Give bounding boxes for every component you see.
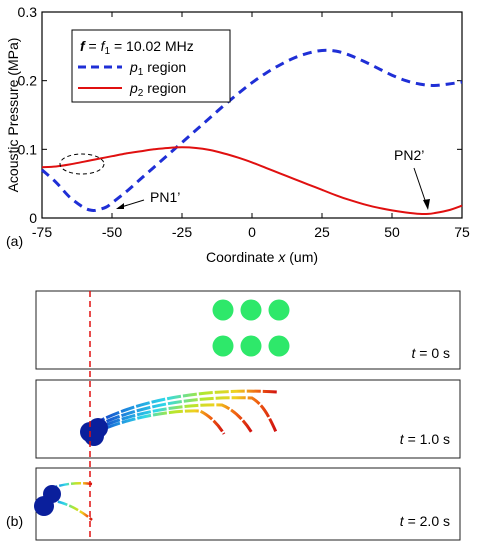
time-label-t1: t = 1.0 s: [400, 431, 450, 447]
tick-marks: [41, 11, 463, 219]
series-layer: [40, 48, 463, 216]
panel-b: (b) t = 0 s t = 1.0 s: [6, 290, 461, 541]
y-tick-label: 0.3: [18, 4, 38, 20]
panel-b-label: (b): [6, 513, 23, 529]
snapshot-t0: t = 0 s: [35, 290, 461, 370]
pn1-annotation: PN1’: [116, 189, 180, 209]
snapshot-t2-frame: [35, 467, 461, 541]
x-tick-label: -75: [32, 224, 52, 240]
legend-title-f: f: [80, 38, 86, 54]
pn2-label: PN2’: [394, 147, 424, 163]
trapped-particle: [34, 496, 54, 516]
pn2-annotation: PN2’: [394, 147, 430, 210]
trajectory: [91, 409, 226, 436]
particle: [268, 335, 290, 357]
x-tick-label: -50: [102, 224, 122, 240]
legend-title: f = f1 = 10.02 MHz: [80, 38, 194, 57]
time-value: = 0 s: [415, 345, 450, 361]
highlight-ellipse: [59, 153, 105, 175]
legend: f = f1 = 10.02 MHz p1 region p2 region: [71, 29, 231, 103]
panel-a-label: (a): [6, 233, 23, 249]
y-axis-label: Acoustic Pressure (MPa): [5, 38, 21, 193]
y-tick-label: 0.1: [18, 141, 38, 157]
particle: [240, 335, 262, 357]
legend-p2-text: region: [143, 80, 186, 96]
pn1-arrowhead: [116, 203, 124, 209]
snapshot-t1: t = 1.0 s: [35, 379, 461, 459]
time-label-t2: t = 2.0 s: [400, 513, 450, 529]
time-value: = 1.0 s: [404, 431, 450, 447]
x-axis-label: Coordinate x (um): [206, 249, 318, 265]
particle: [240, 299, 262, 321]
panel-a: 0 0.1 0.2 0.3 -75 -50 -25 0 25 50 75 Acoustic Pre…: [5, 4, 470, 265]
trajectory: [91, 403, 254, 434]
y-tick-label: 0.2: [18, 73, 38, 89]
x-tick-label: 25: [314, 224, 330, 240]
series-line-2: [41, 146, 463, 216]
legend-p2-var: p: [129, 80, 138, 96]
snapshot-t2: t = 2.0 s: [34, 467, 461, 541]
x-tick-label: 50: [384, 224, 400, 240]
time-var: t: [400, 431, 405, 447]
legend-entry-p2: p2 region: [129, 80, 186, 99]
legend-p1-var: p: [129, 59, 138, 75]
time-value: = 2.0 s: [404, 513, 450, 529]
legend-p2-sub: 2: [138, 88, 144, 99]
time-var: t: [400, 513, 405, 529]
legend-entry-p1: p1 region: [129, 59, 186, 78]
x-axis-label-pre: Coordinate: [206, 249, 278, 265]
legend-p1-text: region: [143, 59, 186, 75]
legend-p1-sub: 1: [138, 67, 144, 78]
legend-title-eq: =: [85, 38, 101, 54]
x-tick-label: -25: [172, 224, 192, 240]
trajectory: [91, 389, 278, 427]
particle: [212, 335, 234, 357]
particle: [268, 299, 290, 321]
pn1-label: PN1’: [150, 189, 180, 205]
x-axis-label-var: x: [277, 249, 286, 265]
x-tick-label: 0: [248, 224, 256, 240]
y-tick-label: 0: [29, 210, 37, 226]
series-line-1: [40, 48, 463, 213]
snapshot-t1-frame: [35, 379, 461, 459]
trajectory: [91, 396, 278, 433]
y-tick-labels: 0 0.1 0.2 0.3: [18, 4, 38, 226]
trapped-particle: [84, 426, 104, 446]
legend-title-f1-sub: 1: [105, 46, 111, 57]
time-label-t0: t = 0 s: [411, 345, 450, 361]
pn2-arrow: [413, 167, 428, 207]
x-axis-label-post: (um): [285, 249, 318, 265]
x-tick-labels: -75 -50 -25 0 25 50 75: [32, 224, 470, 240]
legend-title-value: = 10.02 MHz: [110, 38, 194, 54]
legend-title-f1: f: [101, 38, 107, 54]
particle: [212, 299, 234, 321]
time-var: t: [411, 345, 416, 361]
x-tick-label: 75: [454, 224, 470, 240]
pn2-arrowhead: [423, 199, 430, 210]
